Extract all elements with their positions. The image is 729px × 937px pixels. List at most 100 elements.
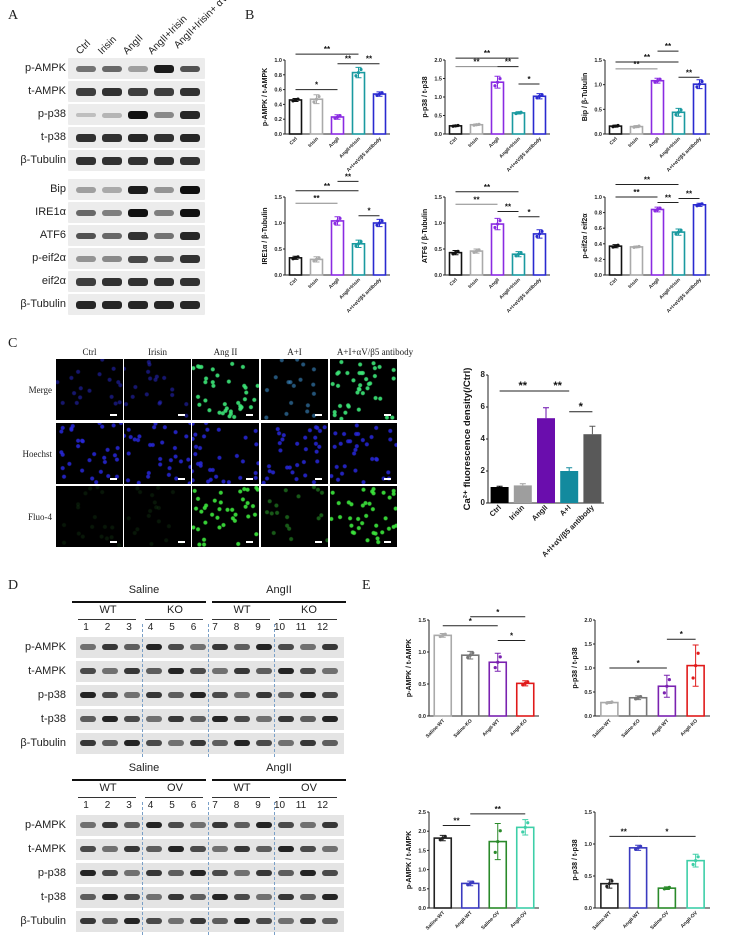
y-tick-label: 1.0: [434, 221, 442, 227]
data-point: [495, 222, 500, 226]
protein-band: [300, 692, 316, 698]
protein-band: [300, 846, 316, 852]
significance-marker: *: [527, 75, 531, 84]
bar-chart-B3: 0.0 0.5 1.0 1.5 Bip / β-Tubulin Ctrl Irisin Ang…: [565, 40, 715, 173]
bar: [560, 471, 579, 503]
protein-band: [300, 740, 316, 746]
blot-row-label: p-eif2α: [32, 252, 66, 264]
lane-label: Irisin: [96, 34, 119, 57]
scale-bar: [315, 414, 322, 416]
data-point: [523, 825, 527, 829]
bar-chart-E3: 0.0 0.5 1.0 1.5 2.0 2.5 p-AMPK / t-AMPK Saline-…: [395, 790, 545, 932]
protein-band: [124, 668, 140, 674]
y-tick-label: 1.0: [274, 58, 282, 64]
data-point: [679, 228, 683, 232]
protein-band: [128, 255, 148, 263]
protein-band: [146, 644, 162, 650]
protein-band: [190, 668, 206, 674]
data-point: [359, 240, 363, 244]
blot-row-label: β-Tubulin: [20, 298, 66, 310]
genotype-label: KO: [167, 604, 183, 616]
protein-band: [168, 846, 184, 852]
blot-row: [68, 248, 205, 269]
error-bar: [589, 425, 596, 435]
y-axis-label: Ca²⁺ fluorescence density(/Ctrl): [462, 368, 473, 511]
protein-band: [234, 740, 250, 746]
data-point: [477, 122, 481, 126]
protein-band: [234, 644, 250, 650]
data-point: [526, 821, 530, 825]
protein-band: [76, 65, 96, 73]
protein-band: [154, 88, 174, 96]
bar-chart-B5: 0.0 0.5 1.0 1.5 ATF6 / β-Tubulin Ctrl Irisin An…: [405, 175, 555, 314]
blot-row: [68, 179, 205, 200]
x-tick-label: Saline-WT: [425, 910, 446, 931]
blot-row: [68, 58, 205, 79]
y-tick-label: 0.6: [594, 226, 602, 232]
blot-row: [76, 661, 344, 682]
y-tick-label: 0.4: [594, 242, 603, 248]
protein-band: [102, 668, 118, 674]
data-point: [695, 204, 699, 208]
y-tick-label: 8: [481, 370, 486, 379]
blot-row-label: t-AMPK: [28, 85, 66, 97]
data-point: [655, 79, 660, 83]
x-tick-label: AngII-KO: [679, 718, 699, 738]
blot-row-label: β-Tubulin: [20, 737, 66, 749]
significance-marker: *: [527, 208, 531, 217]
y-axis-label: p-AMPK / t-AMPK: [406, 831, 413, 889]
panel-label-e: E: [362, 578, 371, 593]
protein-band: [322, 740, 338, 746]
error-bar: [543, 407, 549, 419]
microscopy-column-label: A+I: [287, 347, 302, 357]
x-tick-label: Irisin: [627, 136, 640, 149]
scale-bar: [178, 541, 185, 543]
protein-band: [128, 134, 148, 142]
x-tick-label: AngII-WT: [481, 718, 501, 738]
protein-band: [300, 894, 316, 900]
error-bar: [496, 485, 503, 487]
blot-row-label: Bip: [50, 183, 66, 195]
data-point: [634, 847, 638, 851]
data-point: [523, 681, 527, 685]
significance-marker: **: [644, 53, 651, 62]
protein-band: [322, 870, 338, 876]
protein-band: [124, 822, 140, 828]
lane-divider: [274, 624, 275, 757]
data-point: [317, 94, 321, 99]
data-point: [667, 885, 671, 889]
blot-row-label: IRE1α: [35, 206, 66, 218]
protein-band: [278, 740, 294, 746]
bar: [629, 246, 644, 276]
bar-chart-C: 0 2 4 6 8 Ca²⁺ fluorescence density(/Ctrl) Ctr…: [460, 355, 610, 559]
protein-band: [80, 918, 96, 924]
protein-band: [76, 134, 96, 142]
protein-band: [234, 716, 250, 722]
x-tick-label: AngII-WT: [622, 910, 642, 930]
data-point: [696, 651, 700, 655]
protein-band: [256, 692, 272, 698]
protein-band: [256, 894, 272, 900]
data-point: [611, 125, 615, 129]
data-point: [493, 225, 497, 230]
significance-marker: *: [680, 630, 684, 639]
protein-band: [154, 301, 174, 309]
protein-band: [212, 692, 228, 698]
y-tick-label: 0.0: [418, 906, 426, 912]
lane-divider: [274, 802, 275, 935]
protein-band: [102, 644, 118, 650]
blot-row-label: p-p38: [37, 689, 66, 701]
protein-band: [180, 111, 200, 119]
x-tick-label: AngII: [488, 136, 502, 150]
protein-band: [190, 644, 206, 650]
data-point: [472, 250, 476, 254]
significance-marker: **: [665, 193, 672, 202]
protein-band: [278, 822, 294, 828]
x-tick-label: Saline-KO: [453, 718, 474, 739]
data-point: [317, 256, 321, 260]
error-bar: [519, 483, 526, 486]
lane-number: 3: [126, 800, 132, 811]
lane-number: 12: [316, 800, 329, 811]
protein-band: [128, 88, 148, 96]
genotype-underline: [212, 619, 270, 620]
